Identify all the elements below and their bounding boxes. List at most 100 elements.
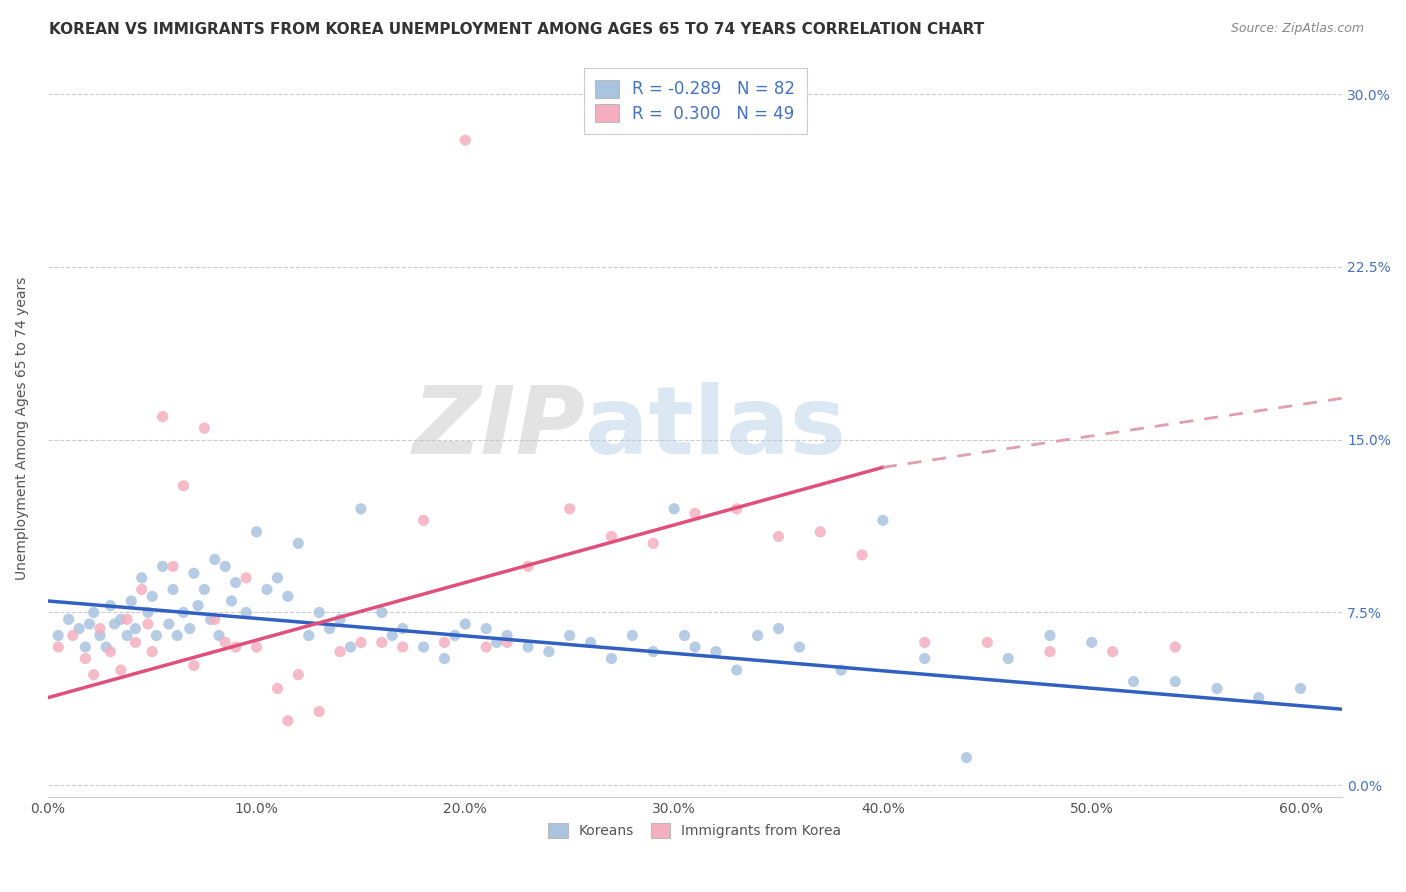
Point xyxy=(225,575,247,590)
Point xyxy=(172,479,194,493)
Point xyxy=(517,640,540,654)
Point xyxy=(381,628,404,642)
Point xyxy=(851,548,873,562)
Point xyxy=(1164,674,1187,689)
Point xyxy=(600,529,623,543)
Point xyxy=(1289,681,1312,696)
Point xyxy=(350,501,373,516)
Point xyxy=(485,635,508,649)
Point xyxy=(183,658,205,673)
Point xyxy=(558,628,581,642)
Point xyxy=(214,559,236,574)
Text: KOREAN VS IMMIGRANTS FROM KOREA UNEMPLOYMENT AMONG AGES 65 TO 74 YEARS CORRELATI: KOREAN VS IMMIGRANTS FROM KOREA UNEMPLOY… xyxy=(49,22,984,37)
Y-axis label: Unemployment Among Ages 65 to 74 years: Unemployment Among Ages 65 to 74 years xyxy=(15,277,30,580)
Point xyxy=(329,645,352,659)
Point xyxy=(157,617,180,632)
Point xyxy=(496,628,519,642)
Point xyxy=(914,635,936,649)
Point xyxy=(67,622,90,636)
Point xyxy=(131,582,153,597)
Point xyxy=(152,559,174,574)
Point xyxy=(1080,635,1102,649)
Point xyxy=(187,599,209,613)
Point xyxy=(103,617,125,632)
Point xyxy=(1122,674,1144,689)
Point xyxy=(768,622,790,636)
Point xyxy=(141,590,163,604)
Point xyxy=(643,536,665,550)
Point xyxy=(83,606,105,620)
Point xyxy=(1039,645,1062,659)
Text: atlas: atlas xyxy=(585,382,846,475)
Point xyxy=(245,524,267,539)
Point xyxy=(976,635,998,649)
Point xyxy=(162,559,184,574)
Point xyxy=(110,612,132,626)
Point xyxy=(808,524,831,539)
Point xyxy=(412,640,434,654)
Legend: Koreans, Immigrants from Korea: Koreans, Immigrants from Korea xyxy=(541,816,849,845)
Point xyxy=(725,501,748,516)
Point xyxy=(145,628,167,642)
Point xyxy=(225,640,247,654)
Point xyxy=(235,571,257,585)
Point xyxy=(287,667,309,681)
Point xyxy=(277,714,299,728)
Text: ZIP: ZIP xyxy=(412,382,585,475)
Point xyxy=(75,651,97,665)
Point xyxy=(152,409,174,424)
Point xyxy=(179,622,201,636)
Point xyxy=(454,617,477,632)
Point xyxy=(673,628,696,642)
Point xyxy=(517,559,540,574)
Point xyxy=(433,651,456,665)
Point xyxy=(208,628,231,642)
Point xyxy=(308,606,330,620)
Point xyxy=(371,606,394,620)
Point xyxy=(496,635,519,649)
Point xyxy=(141,645,163,659)
Point xyxy=(872,513,894,527)
Point xyxy=(89,622,111,636)
Point xyxy=(100,645,122,659)
Point xyxy=(204,612,226,626)
Point xyxy=(329,612,352,626)
Point xyxy=(955,750,977,764)
Point xyxy=(287,536,309,550)
Point xyxy=(371,635,394,649)
Point xyxy=(537,645,560,659)
Point xyxy=(662,501,685,516)
Point xyxy=(1039,628,1062,642)
Point xyxy=(308,705,330,719)
Point xyxy=(830,663,852,677)
Point xyxy=(621,628,644,642)
Point xyxy=(704,645,727,659)
Point xyxy=(183,566,205,581)
Point xyxy=(235,606,257,620)
Point xyxy=(136,606,159,620)
Point xyxy=(391,622,413,636)
Point xyxy=(256,582,278,597)
Point xyxy=(124,622,146,636)
Point xyxy=(475,640,498,654)
Point xyxy=(318,622,340,636)
Point xyxy=(46,640,69,654)
Point xyxy=(391,640,413,654)
Point xyxy=(136,617,159,632)
Point xyxy=(75,640,97,654)
Point xyxy=(200,612,222,626)
Point xyxy=(79,617,101,632)
Point xyxy=(166,628,188,642)
Point xyxy=(172,606,194,620)
Text: Source: ZipAtlas.com: Source: ZipAtlas.com xyxy=(1230,22,1364,36)
Point xyxy=(412,513,434,527)
Point xyxy=(683,640,706,654)
Point xyxy=(579,635,602,649)
Point xyxy=(683,507,706,521)
Point xyxy=(339,640,361,654)
Point xyxy=(115,612,138,626)
Point xyxy=(1247,690,1270,705)
Point xyxy=(204,552,226,566)
Point xyxy=(214,635,236,649)
Point xyxy=(475,622,498,636)
